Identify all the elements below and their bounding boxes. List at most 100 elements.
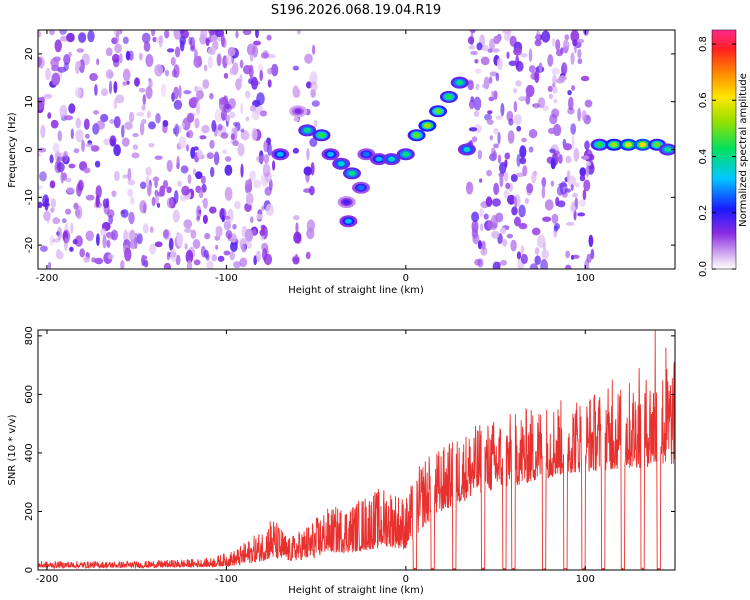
noise-blob <box>139 121 145 136</box>
noise-blob <box>477 240 483 250</box>
noise-blob <box>173 190 179 204</box>
noise-blob <box>552 85 558 94</box>
noise-blob <box>120 260 125 269</box>
noise-blob <box>503 189 510 199</box>
noise-blob <box>584 99 593 108</box>
noise-blob <box>520 53 528 58</box>
noise-blob <box>558 154 563 164</box>
noise-blob <box>145 53 154 68</box>
noise-blob <box>106 239 111 248</box>
noise-blob <box>122 174 129 179</box>
noise-blob <box>294 88 301 98</box>
noise-blob <box>267 79 272 88</box>
noise-blob <box>240 102 244 115</box>
noise-blob <box>48 30 55 36</box>
noise-blob <box>109 135 117 146</box>
noise-blob <box>256 155 265 163</box>
noise-blob <box>43 93 53 99</box>
noise-blob <box>183 90 192 95</box>
noise-blob <box>79 248 85 258</box>
noise-blob <box>96 233 100 246</box>
noise-blob <box>261 242 269 252</box>
noise-blob <box>185 144 190 152</box>
noise-blob <box>138 87 146 93</box>
noise-blob <box>260 110 267 117</box>
noise-blob <box>565 221 575 226</box>
noise-blob <box>507 194 516 205</box>
noise-blob <box>217 255 225 262</box>
noise-blob <box>582 189 587 201</box>
noise-blob <box>122 81 127 86</box>
noise-blob <box>65 208 72 215</box>
noise-blob <box>162 120 169 127</box>
colorbar-tick-label: 0.0 <box>698 261 709 277</box>
noise-blob <box>152 176 160 182</box>
noise-blob <box>474 68 482 74</box>
noise-blob <box>195 101 201 115</box>
noise-blob <box>210 166 215 178</box>
noise-blob <box>56 162 65 173</box>
noise-blob <box>549 148 556 154</box>
noise-blob <box>550 157 556 170</box>
noise-blob <box>580 75 590 82</box>
noise-blob <box>493 182 500 195</box>
noise-blob <box>181 122 185 129</box>
noise-blob <box>50 207 55 213</box>
noise-blob <box>305 251 311 260</box>
noise-blob <box>514 216 521 227</box>
noise-blob <box>119 53 123 64</box>
noise-blob <box>237 143 245 157</box>
noise-blob <box>292 256 300 265</box>
noise-blob <box>223 220 232 231</box>
noise-blob <box>132 144 139 150</box>
noise-blob <box>190 146 196 159</box>
noise-blob <box>249 54 254 62</box>
noise-blob <box>493 90 498 100</box>
noise-blob <box>262 248 268 261</box>
noise-blob <box>581 110 587 121</box>
noise-blob <box>113 116 121 129</box>
signal-blob <box>610 142 618 148</box>
noise-blob <box>173 64 180 78</box>
noise-blob <box>306 227 315 240</box>
spectrogram-x-tick-label: -200 <box>36 273 59 284</box>
noise-blob <box>163 262 171 269</box>
spectrogram-x-tick-label: 100 <box>576 273 595 284</box>
noise-blob <box>524 198 530 204</box>
noise-blob <box>493 128 499 135</box>
noise-blob <box>538 62 543 73</box>
signal-blob <box>463 147 471 152</box>
noise-blob <box>132 133 139 138</box>
noise-blob <box>262 163 271 178</box>
noise-blob <box>149 243 157 255</box>
noise-blob <box>500 227 506 235</box>
noise-blob <box>542 216 552 222</box>
noise-blob <box>473 110 480 118</box>
noise-blob <box>504 152 511 160</box>
noise-blob <box>244 228 254 242</box>
noise-blob <box>206 152 214 160</box>
noise-blob <box>515 80 522 87</box>
noise-blob <box>497 261 501 269</box>
noise-blob <box>506 233 514 239</box>
noise-blob <box>75 117 82 129</box>
noise-blob <box>495 212 504 223</box>
noise-blob <box>485 196 493 207</box>
noise-blob <box>215 245 219 250</box>
noise-blob <box>553 124 562 137</box>
noise-blob <box>250 216 254 224</box>
noise-blob <box>131 152 140 159</box>
noise-blob <box>125 50 131 61</box>
noise-blob <box>253 40 261 46</box>
noise-blob <box>42 194 50 207</box>
noise-blob <box>516 153 521 167</box>
spectrogram-noise-layer <box>38 30 595 269</box>
noise-blob <box>202 214 208 224</box>
noise-blob <box>87 30 95 43</box>
noise-blob <box>534 70 540 83</box>
noise-blob <box>239 74 243 83</box>
noise-blob <box>172 209 180 223</box>
noise-blob <box>187 174 192 184</box>
noise-blob <box>115 94 125 104</box>
